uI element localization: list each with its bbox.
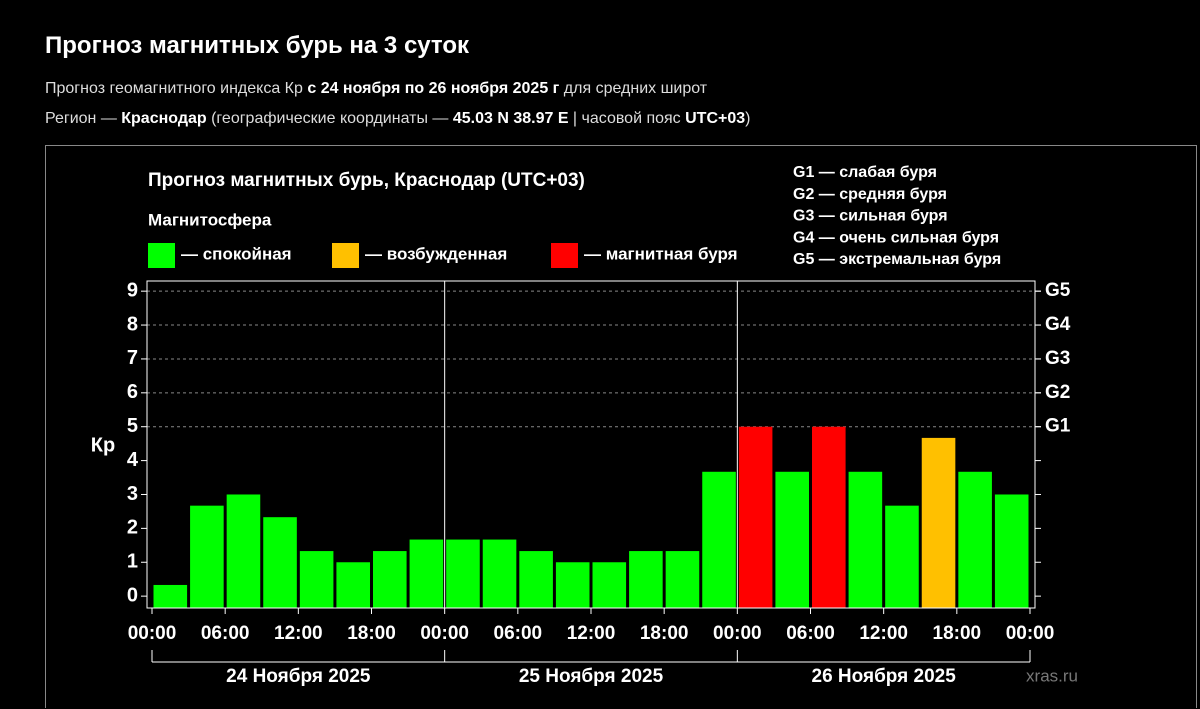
x-tick-label: 06:00 (201, 623, 250, 644)
bar (153, 584, 188, 608)
legend-label: — спокойная (181, 244, 292, 263)
bar (775, 471, 809, 608)
bar (555, 562, 590, 608)
subtitle-segment: 45.03 N 38.97 E (452, 110, 569, 127)
bar (665, 551, 700, 608)
watermark: xras.ru (1026, 666, 1078, 685)
y2-tick-label: G4 (1045, 314, 1071, 335)
bar (299, 551, 334, 608)
bar (994, 494, 1029, 608)
y-tick-label: 0 (127, 584, 138, 606)
storm-scale-item: G2 — средняя буря (793, 186, 947, 203)
bar (263, 517, 297, 608)
legend-swatch (148, 243, 175, 268)
chart-frame (45, 145, 1197, 708)
bar (446, 539, 480, 608)
y2-tick-label: G2 (1045, 382, 1070, 403)
x-tick-label: 18:00 (640, 623, 689, 644)
y-tick-label: 8 (127, 313, 138, 335)
day-label: 25 Ноября 2025 (519, 666, 664, 687)
y-axis-label: Кр (91, 434, 115, 456)
bar (629, 551, 663, 608)
subtitle: Прогноз геомагнитного индекса Кр с 24 но… (45, 80, 707, 98)
subtitle-segment: (географические координаты — (206, 110, 453, 127)
subtitle-segment: Регион — (45, 110, 122, 127)
y-tick-label: 4 (127, 449, 139, 471)
chart-title: Прогноз магнитных бурь, Краснодар (UTC+0… (148, 170, 585, 191)
storm-scale-item: G1 — слабая буря (793, 164, 937, 181)
bar (190, 505, 224, 608)
subtitle: Регион — Краснодар (географические коорд… (45, 110, 750, 128)
x-tick-label: 12:00 (567, 623, 616, 644)
legend-swatch (551, 243, 578, 268)
bar (482, 539, 517, 608)
bar (336, 562, 370, 608)
x-tick-label: 12:00 (859, 623, 908, 644)
subtitle-segment: Краснодар (121, 110, 207, 127)
bar (373, 551, 407, 608)
bar (409, 539, 444, 608)
y-tick-label: 3 (127, 483, 138, 505)
x-tick-label: 00:00 (420, 623, 469, 644)
legend-label: — возбужденная (365, 244, 507, 263)
day-label: 26 Ноября 2025 (812, 666, 957, 687)
bar (738, 426, 773, 608)
y2-tick-label: G1 (1045, 416, 1071, 437)
y-tick-label: 9 (127, 279, 138, 301)
legend-label: — магнитная буря (584, 244, 738, 263)
subtitle-segment: для средних широт (559, 80, 708, 97)
storm-scale-item: G5 — экстремальная буря (793, 251, 1001, 268)
bar (519, 551, 553, 608)
bar (226, 494, 261, 608)
subtitle-segment: | часовой пояс (568, 110, 686, 127)
y-tick-label: 6 (127, 381, 138, 403)
page-title: Прогноз магнитных бурь на 3 суток (45, 32, 470, 59)
bar (592, 562, 627, 608)
bar (885, 505, 919, 608)
y-tick-label: 7 (127, 347, 138, 369)
y-tick-label: 5 (127, 415, 138, 437)
x-tick-label: 00:00 (128, 623, 177, 644)
bar (702, 471, 736, 608)
x-tick-label: 00:00 (1006, 623, 1055, 644)
y-tick-label: 2 (127, 517, 138, 539)
storm-scale-item: G3 — сильная буря (793, 208, 948, 225)
bar (848, 471, 883, 608)
x-tick-label: 12:00 (274, 623, 323, 644)
x-tick-label: 18:00 (347, 623, 396, 644)
day-label: 24 Ноября 2025 (226, 666, 371, 687)
subtitle-segment: с 24 ноября по 26 ноября 2025 г (307, 80, 560, 97)
legend-title: Магнитосфера (148, 210, 272, 229)
bar (958, 471, 992, 608)
y2-tick-label: G5 (1045, 280, 1071, 301)
subtitle-segment: Прогноз геомагнитного индекса Кр (45, 80, 308, 97)
x-tick-label: 06:00 (786, 623, 835, 644)
legend-swatch (332, 243, 359, 268)
x-tick-label: 18:00 (933, 623, 982, 644)
storm-scale-item: G4 — очень сильная буря (793, 229, 999, 246)
subtitle-segment: UTC+03 (685, 110, 746, 127)
subtitle-segment: ) (745, 110, 751, 127)
bar (812, 426, 846, 608)
y2-tick-label: G3 (1045, 348, 1070, 369)
bar (921, 437, 956, 608)
x-tick-label: 00:00 (713, 623, 762, 644)
y-tick-label: 1 (127, 551, 138, 573)
x-tick-label: 06:00 (494, 623, 543, 644)
